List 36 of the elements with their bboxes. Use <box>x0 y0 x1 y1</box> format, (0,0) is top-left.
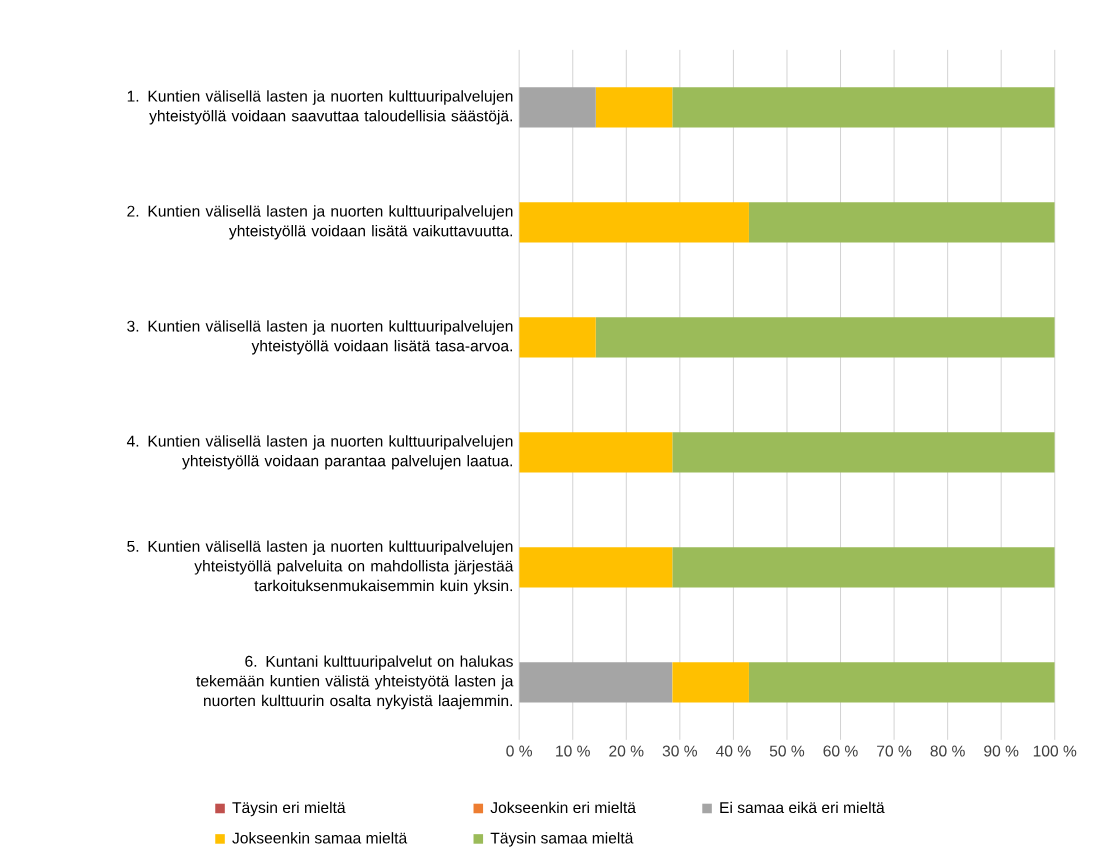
bar <box>672 662 749 703</box>
x-tick-label: 70 % <box>877 745 912 757</box>
x-tick-label: 0 % <box>506 745 533 757</box>
legend-label: Ei samaa eikä eri mieltä <box>720 801 885 814</box>
bar <box>595 87 673 128</box>
y-tick-label: 5. Kuntien välisellä lasten ja nuorten kulttuuripalvelujen yhteistyöllä palveluita on mahdollista järjestää tarkoituksenmukaisemmin kuin yksin. <box>127 540 514 595</box>
bar <box>748 662 1055 703</box>
x-tick-label: 60 % <box>823 745 858 757</box>
x-tick-label: 40 % <box>716 745 751 757</box>
y-tick-label: 3. Kuntien välisellä lasten ja nuorten kulttuuripalvelujen yhteistyöllä voidaan lisätä tasa-arvoa. <box>127 320 513 355</box>
legend-label: Jokseenkin eri mieltä <box>490 801 636 814</box>
x-tick-label: 50 % <box>769 745 805 757</box>
bar <box>672 87 1055 128</box>
x-tick-label: 10 % <box>556 745 590 757</box>
bar <box>519 432 673 473</box>
x-tick-label: 80 % <box>930 745 965 757</box>
y-tick-label: 1. Kuntien välisellä lasten ja nuorten kulttuuripalvelujen yhteistyöllä voidaan saavuttaa taloudellisia säästöjä. <box>127 90 513 125</box>
y-tick-label: 6. Kuntani kulttuuripalvelut on halukas tekemään kuntien välistä yhteistyötä lasten ja nuorten kulttuurin osalta nykyistä laajemmin. <box>196 655 514 710</box>
x-tick-label: 90 % <box>984 745 1019 757</box>
x-tick-label: 20 % <box>609 745 644 757</box>
legend-label: Täysin samaa mieltä <box>490 832 634 847</box>
bar <box>519 202 749 243</box>
legend-label: Jokseenkin samaa mieltä <box>232 832 408 844</box>
y-tick-label: 4. Kuntien välisellä lasten ja nuorten kulttuuripalvelujen yhteistyöllä voidaan parantaa palvelujen laatua. <box>126 435 513 470</box>
x-tick-label: 30 % <box>662 745 698 757</box>
bar <box>519 547 673 588</box>
y-tick-label: 2. Kuntien välisellä lasten ja nuorten kulttuuripalvelujen yhteistyöllä voidaan lisätä vaikuttavuutta. <box>127 205 513 240</box>
bar <box>748 202 1055 243</box>
legend-label: Täysin eri mieltä <box>232 801 346 817</box>
bar <box>595 317 1055 358</box>
bar <box>519 317 596 358</box>
bar <box>519 662 673 703</box>
x-tick-label: 100 % <box>1033 745 1077 757</box>
bar <box>672 547 1055 588</box>
bar <box>519 87 596 128</box>
bar <box>672 432 1055 473</box>
